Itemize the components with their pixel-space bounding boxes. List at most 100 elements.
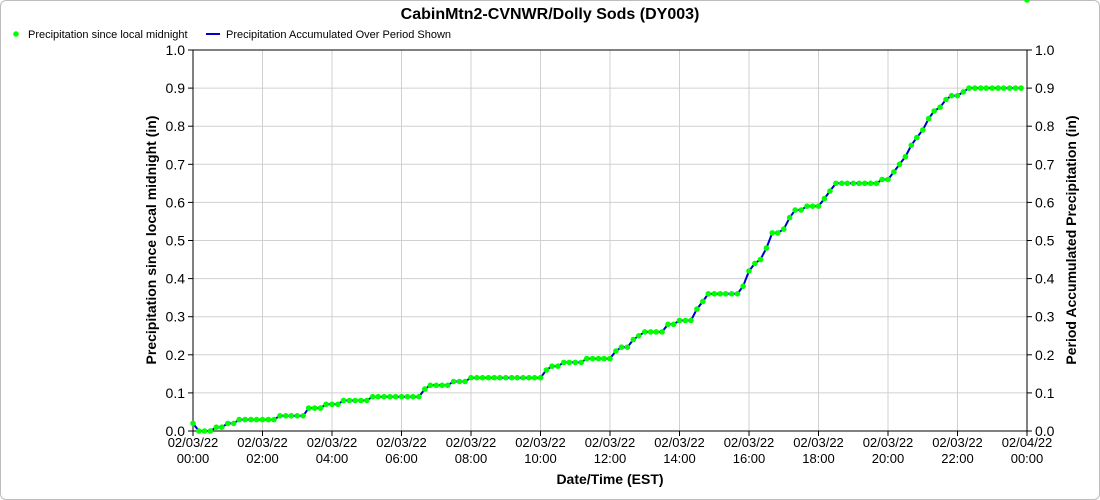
legend-item-period: Precipitation Accumulated Over Period Sh… — [226, 29, 451, 41]
data-point-midnight — [821, 195, 828, 202]
data-point-midnight — [242, 416, 248, 423]
data-point-midnight — [815, 203, 822, 209]
data-point-midnight — [462, 378, 468, 385]
y-right-tick-label: 0.2 — [1035, 347, 1055, 363]
data-point-midnight — [410, 393, 416, 400]
y-right-tick-label: 0.9 — [1035, 80, 1055, 96]
x-axis-ticks: 02/03/2200:0002/03/2202:0002/03/2204:000… — [168, 435, 1053, 466]
data-point-midnight — [277, 413, 283, 419]
data-point-midnight — [937, 104, 943, 110]
x-tick-date-label: 02/03/22 — [307, 435, 358, 450]
data-point-midnight — [914, 134, 920, 141]
y-left-tick-label: 0.6 — [166, 194, 186, 210]
data-point-midnight — [329, 401, 335, 408]
data-point-midnight — [253, 416, 260, 423]
data-point-midnight — [381, 393, 387, 400]
data-point-midnight — [856, 180, 862, 187]
y-axis-right-title: Period Accumulated Precipitation (in) — [1063, 115, 1079, 364]
data-point-midnight — [589, 355, 596, 362]
x-tick-time-label: 10:00 — [524, 451, 557, 466]
x-tick-time-label: 02:00 — [246, 451, 279, 466]
data-point-midnight — [896, 161, 903, 168]
data-point-midnight — [520, 374, 526, 381]
y-right-tick-label: 1.0 — [1035, 42, 1055, 58]
data-point-midnight — [867, 180, 874, 187]
data-point-midnight — [190, 420, 196, 427]
data-point-midnight — [694, 306, 700, 312]
x-tick-time-label: 18:00 — [802, 451, 835, 466]
data-point-midnight — [583, 355, 590, 362]
data-point-midnight — [908, 142, 915, 149]
x-tick-date-label: 02/03/22 — [515, 435, 566, 450]
data-point-midnight — [960, 89, 967, 95]
x-tick-date-label: 02/03/22 — [237, 435, 288, 450]
data-point-midnight — [618, 344, 625, 351]
data-point-midnight — [311, 405, 318, 411]
data-point-midnight — [861, 180, 868, 187]
data-point-midnight — [358, 397, 364, 404]
data-point-midnight — [833, 180, 839, 187]
data-point-midnight — [230, 420, 237, 427]
data-point-midnight — [236, 416, 242, 423]
y-axis-left-ticks: 0.0 0.1 0.2 0.3 0.4 0.5 0.6 0.7 0.8 0.9 1.0 — [166, 42, 186, 439]
data-point-midnight — [531, 374, 538, 381]
data-point-midnight — [422, 386, 428, 392]
data-point-midnight — [491, 374, 498, 381]
y-left-tick-label: 1.0 — [166, 42, 186, 58]
data-point-midnight — [642, 329, 648, 335]
x-tick-date-label: 02/03/22 — [793, 435, 844, 450]
data-point-midnight — [352, 397, 359, 404]
data-point-midnight — [207, 428, 214, 434]
data-point-midnight — [966, 85, 972, 91]
data-point-midnight — [508, 374, 515, 381]
y-right-tick-label: 0.7 — [1035, 156, 1055, 172]
y-left-tick-label: 0.3 — [166, 309, 186, 325]
data-point-midnight — [722, 291, 729, 297]
data-point-midnight — [665, 321, 671, 328]
data-point-midnight — [196, 428, 202, 434]
x-tick-time-label: 22:00 — [941, 451, 974, 466]
data-point-midnight — [879, 176, 885, 183]
y-left-tick-label: 0.9 — [166, 80, 186, 96]
data-point-midnight — [485, 374, 492, 381]
data-point-midnight — [479, 374, 486, 381]
data-point-midnight — [873, 180, 880, 187]
x-tick-time-label: 00:00 — [177, 451, 210, 466]
data-point-midnight — [752, 260, 758, 267]
data-point-midnight — [317, 405, 324, 411]
data-point-midnight — [827, 188, 833, 194]
data-point-midnight — [248, 416, 254, 423]
data-point-midnight — [213, 424, 220, 431]
grid — [192, 49, 1028, 432]
data-point-midnight — [948, 92, 955, 99]
x-tick-date-label: 02/03/22 — [654, 435, 705, 450]
data-point-midnight — [885, 176, 891, 183]
x-tick-date-label: 02/03/22 — [932, 435, 983, 450]
x-tick-time-label: 00:00 — [1011, 451, 1044, 466]
data-point-midnight — [1006, 85, 1013, 91]
data-point-midnight — [839, 180, 845, 187]
chart-title: CabinMtn2-CVNWR/Dolly Sods (DY003) — [401, 6, 700, 23]
legend: Precipitation since local midnight Preci… — [13, 29, 451, 41]
data-point-midnight — [798, 207, 804, 213]
data-point-midnight — [792, 207, 798, 213]
data-point-midnight — [456, 378, 463, 385]
data-point-midnight — [578, 359, 584, 366]
data-point-midnight — [636, 333, 642, 339]
data-point-midnight — [444, 382, 451, 389]
y-left-tick-label: 0.0 — [166, 423, 186, 439]
data-point-midnight — [549, 363, 555, 370]
x-tick-date-label: 02/03/22 — [168, 435, 219, 450]
x-tick-date-label: 02/03/22 — [585, 435, 636, 450]
data-point-midnight — [676, 317, 683, 324]
data-point-midnight — [433, 382, 440, 389]
data-point-midnight — [543, 367, 550, 373]
data-point-midnight — [335, 401, 341, 408]
y-left-tick-label: 0.1 — [166, 385, 186, 401]
data-point-midnight — [392, 393, 399, 400]
data-point-midnight — [572, 359, 579, 366]
data-point-midnight — [259, 416, 266, 423]
data-point-midnight — [925, 115, 932, 122]
y-right-tick-label: 0.1 — [1035, 385, 1055, 401]
data-point-midnight — [647, 329, 654, 335]
